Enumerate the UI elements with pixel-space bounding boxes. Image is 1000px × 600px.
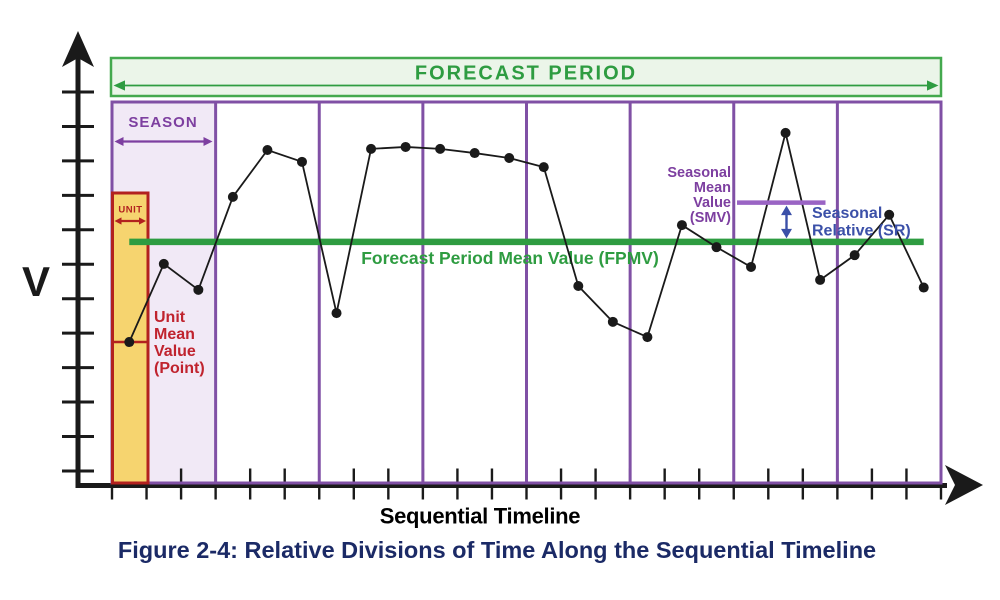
forecast-period-label: FORECAST PERIOD [415,63,637,85]
forecast-period-banner: FORECAST PERIOD [109,56,943,98]
smv-label-line-3: Value [693,195,731,211]
smv-label-line-1: Seasonal [667,165,731,181]
data-point [607,316,618,327]
arrow-left-icon [114,217,122,225]
y-axis-label: V [22,258,50,305]
data-point [158,258,169,269]
data-point [469,148,480,159]
data-point [296,156,307,167]
season-label: SEASON [128,114,197,131]
umv-label-line-2: Mean [154,326,195,343]
unit-mean-value-label: Unit Mean Value (Point) [154,309,205,377]
seasonal-relative-arrow [781,205,792,239]
data-point [711,242,722,253]
y-axis-arrow-icon [62,31,94,67]
sr-label-line-2: Relative (SR) [812,223,911,240]
data-point [435,143,446,154]
arrow-left-icon [113,80,125,91]
data-series [124,127,929,348]
arrow-up-icon [781,205,792,216]
data-point [780,127,791,138]
data-point [124,337,135,348]
data-point [746,261,757,272]
data-point [538,162,549,173]
data-point [227,191,238,202]
smv-label-line-2: Mean [694,180,731,196]
umv-label-line-1: Unit [154,309,186,326]
data-point [262,145,273,156]
x-axis-arrow-icon [945,465,983,505]
data-point [573,281,584,292]
data-point [676,220,687,231]
unit-label: UNIT [118,205,142,216]
data-point [918,282,929,293]
smv-label-line-4: (SMV) [690,210,731,226]
data-point [884,209,895,220]
umv-label-line-4: (Point) [154,360,205,377]
data-point [331,308,342,319]
arrow-down-icon [781,228,792,239]
arrow-right-icon [203,137,213,146]
data-point [504,153,515,164]
data-point [642,332,653,343]
x-axis-label: Sequential Timeline [380,504,581,529]
season-span-arrow [114,137,213,146]
arrow-left-icon [114,137,124,146]
arrow-right-icon [927,80,939,91]
data-point [366,143,377,154]
figure-caption: Figure 2-4: Relative Divisions of Time A… [118,537,876,563]
data-point [815,274,826,285]
smv-label: Seasonal Mean Value (SMV) [667,165,731,226]
arrow-right-icon [139,217,146,225]
data-point [400,141,411,152]
unit-span-arrow [114,217,146,225]
y-axis-ticks [62,90,94,473]
season-dividers [110,102,943,485]
data-line [128,132,925,343]
umv-label-line-3: Value [154,343,196,360]
sr-label-line-1: Seasonal [812,205,882,222]
data-point [849,250,860,261]
forecast-period-box [109,56,943,98]
seasonal-relative-label: Seasonal Relative (SR) [812,205,911,240]
fpmv-label: Forecast Period Mean Value (FPMV) [361,248,659,268]
forecast-period-span-arrow [113,80,939,91]
data-point [193,284,204,295]
